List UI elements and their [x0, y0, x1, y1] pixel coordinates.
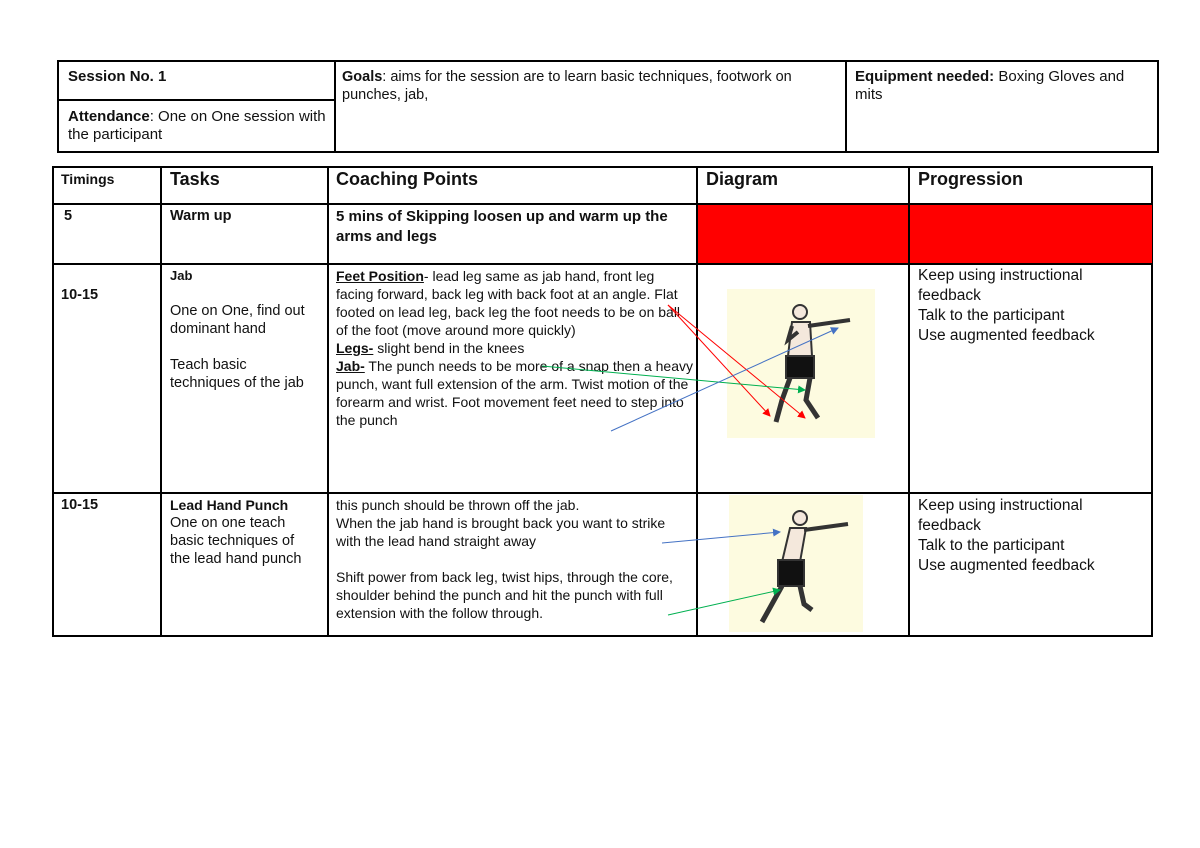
header-coaching-points: Coaching Points — [336, 169, 479, 189]
boxer-figure-1 — [773, 304, 851, 423]
progression-line: Keep using instructional feedback — [918, 267, 1083, 304]
boxer-figure-2 — [759, 510, 849, 624]
task-title: Lead Hand Punch — [170, 497, 289, 513]
header-tasks: Tasks — [170, 169, 220, 189]
timing-cell: 10-15 — [61, 497, 99, 513]
header-diagram: Diagram — [706, 169, 779, 189]
task-text: One on one teach basic techniques of the… — [170, 515, 302, 567]
annotation-arrows — [541, 304, 839, 616]
session-plan-table — [52, 166, 1153, 637]
coaching-line: this punch should be thrown off the jab. — [336, 497, 580, 513]
attendance: Attendance: One on One session with the … — [68, 108, 326, 143]
header-progression: Progression — [918, 169, 1024, 189]
timing-cell: 5 — [64, 208, 73, 224]
task-cell: Warm up — [170, 208, 232, 224]
coaching-cell: 5 mins of Skipping loosen up and warm up… — [336, 208, 668, 245]
header-timings: Timings — [61, 171, 115, 187]
session-number: Session No. 1 — [68, 68, 167, 85]
session-info-table — [57, 60, 1159, 153]
progression-warmup-highlight — [910, 205, 1152, 264]
progression-line: Talk to the participant — [918, 537, 1065, 554]
equipment: Equipment needed: Boxing Gloves and mits — [855, 68, 1125, 103]
progression-line: Keep using instructional feedback — [918, 497, 1083, 534]
coaching-line: When the jab hand is brought back you wa… — [336, 515, 666, 549]
coaching-cell: Feet Position- lead leg same as jab hand… — [336, 268, 693, 428]
progression-line: Talk to the participant — [918, 307, 1065, 324]
task-title: Jab — [170, 268, 193, 283]
task-line: One on One, find out dominant hand — [170, 303, 305, 337]
coaching-line: Shift power from back leg, twist hips, t… — [336, 569, 673, 621]
task-line: Teach basic techniques of the jab — [170, 357, 304, 391]
progression-line: Use augmented feedback — [918, 327, 1095, 344]
goals: Goals: aims for the session are to learn… — [342, 69, 792, 103]
timing-cell: 10-15 — [61, 287, 99, 303]
progression-line: Use augmented feedback — [918, 557, 1095, 574]
diagram-warmup-highlight — [697, 205, 909, 264]
